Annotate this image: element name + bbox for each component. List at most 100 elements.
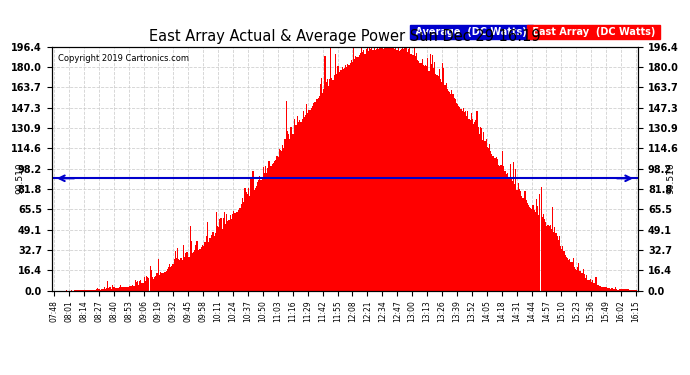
Bar <box>361 47 362 291</box>
Bar <box>595 277 597 291</box>
Bar <box>247 194 248 291</box>
Bar <box>526 203 528 291</box>
Bar <box>411 54 413 291</box>
Bar <box>113 287 114 291</box>
Bar <box>399 51 400 291</box>
Bar <box>435 74 437 291</box>
Bar <box>451 90 453 291</box>
Bar <box>455 99 456 291</box>
Bar <box>568 260 569 291</box>
Bar <box>559 236 560 291</box>
Bar <box>378 49 380 291</box>
Bar <box>154 277 155 291</box>
Bar <box>99 289 100 291</box>
Bar <box>631 290 632 291</box>
Bar <box>312 106 313 291</box>
Bar <box>563 251 564 291</box>
Bar <box>282 145 284 291</box>
Bar <box>143 283 144 291</box>
Bar <box>150 270 152 291</box>
Bar <box>257 182 258 291</box>
Bar <box>490 151 491 291</box>
Bar <box>157 258 159 291</box>
Bar <box>122 287 124 291</box>
Bar <box>141 283 143 291</box>
Bar <box>465 111 466 291</box>
Bar <box>531 209 533 291</box>
Bar <box>233 211 234 291</box>
Bar <box>240 208 241 291</box>
Bar <box>168 267 169 291</box>
Bar <box>503 166 504 291</box>
Bar <box>491 154 493 291</box>
Bar <box>434 62 435 291</box>
Bar <box>448 92 449 291</box>
Bar <box>331 78 333 291</box>
Bar <box>352 62 353 291</box>
Bar <box>307 112 308 291</box>
Bar <box>140 280 141 291</box>
Bar <box>535 212 536 291</box>
Bar <box>345 65 346 291</box>
Bar <box>295 125 296 291</box>
Bar <box>610 289 611 291</box>
Bar <box>139 280 140 291</box>
Bar <box>106 288 107 291</box>
Bar <box>500 165 502 291</box>
Bar <box>392 45 393 291</box>
Bar <box>416 53 417 291</box>
Bar <box>264 172 265 291</box>
Bar <box>167 269 168 291</box>
Bar <box>578 262 580 291</box>
Bar <box>96 289 97 291</box>
Bar <box>346 67 347 291</box>
Bar <box>616 289 617 291</box>
Bar <box>129 286 130 291</box>
Bar <box>357 57 359 291</box>
Bar <box>119 286 120 291</box>
Bar <box>246 192 247 291</box>
Bar <box>545 222 546 291</box>
Bar <box>467 111 469 291</box>
Bar <box>397 45 399 291</box>
Bar <box>518 183 519 291</box>
Bar <box>418 61 420 291</box>
Bar <box>266 173 267 291</box>
Bar <box>623 289 624 291</box>
Bar <box>184 256 185 291</box>
Bar <box>210 238 211 291</box>
Bar <box>552 207 553 291</box>
Bar <box>355 56 357 291</box>
Bar <box>197 250 199 291</box>
Bar <box>209 237 210 291</box>
Bar <box>232 214 233 291</box>
Bar <box>481 128 482 291</box>
Bar <box>281 151 282 291</box>
Bar <box>360 53 361 291</box>
Bar <box>216 211 217 291</box>
Bar <box>566 258 568 291</box>
Bar <box>604 287 606 291</box>
Bar <box>77 290 79 291</box>
Bar <box>520 191 521 291</box>
Bar <box>415 56 416 291</box>
Bar <box>517 190 518 291</box>
Text: East Array  (DC Watts): East Array (DC Watts) <box>529 27 658 37</box>
Text: 90.510: 90.510 <box>15 162 24 194</box>
Bar <box>522 198 523 291</box>
Bar <box>484 141 486 291</box>
Bar <box>586 274 587 291</box>
Bar <box>514 184 515 291</box>
Bar <box>607 288 608 291</box>
Bar <box>611 288 613 291</box>
Bar <box>305 115 306 291</box>
Bar <box>486 147 488 291</box>
Bar <box>502 151 503 291</box>
Text: 90.510: 90.510 <box>666 162 675 194</box>
Bar <box>230 219 232 291</box>
Bar <box>103 289 104 291</box>
Bar <box>513 162 514 291</box>
Bar <box>336 74 337 291</box>
Bar <box>342 67 343 291</box>
Bar <box>228 220 230 291</box>
